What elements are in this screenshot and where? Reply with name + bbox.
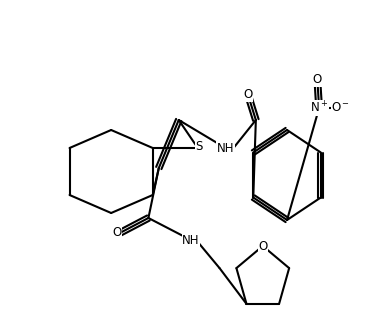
Text: NH: NH (217, 142, 234, 155)
Text: O$^-$: O$^-$ (331, 101, 350, 114)
Text: O: O (258, 239, 268, 252)
Text: O: O (313, 73, 322, 86)
Text: S: S (196, 140, 203, 153)
Text: O: O (112, 226, 121, 239)
Text: N$^+$: N$^+$ (310, 100, 328, 116)
Text: O: O (243, 88, 252, 101)
Text: NH: NH (182, 233, 200, 246)
